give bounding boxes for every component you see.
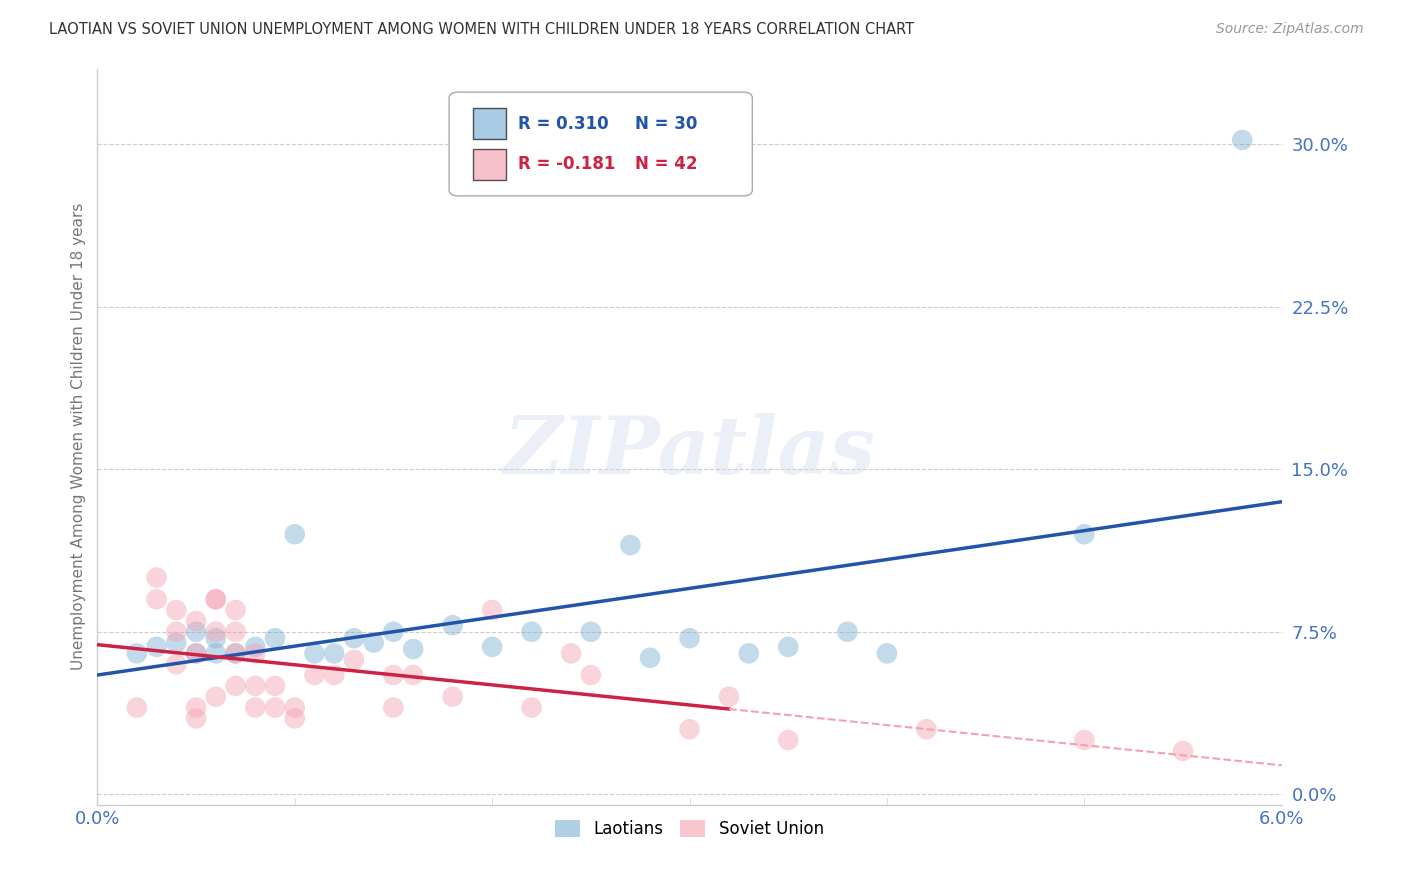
- Point: [145, 592, 167, 607]
- FancyBboxPatch shape: [472, 108, 506, 139]
- Point: [343, 631, 366, 645]
- Point: [264, 631, 287, 645]
- Point: [638, 650, 661, 665]
- Point: [718, 690, 741, 704]
- Point: [560, 646, 582, 660]
- FancyBboxPatch shape: [472, 149, 506, 179]
- Point: [204, 592, 226, 607]
- Point: [382, 624, 405, 639]
- Point: [382, 668, 405, 682]
- Y-axis label: Unemployment Among Women with Children Under 18 years: Unemployment Among Women with Children U…: [72, 203, 86, 671]
- Point: [363, 635, 385, 649]
- Point: [184, 646, 207, 660]
- Point: [1171, 744, 1194, 758]
- Point: [225, 603, 247, 617]
- Point: [204, 624, 226, 639]
- Text: R = -0.181: R = -0.181: [517, 155, 616, 173]
- Point: [382, 700, 405, 714]
- Point: [481, 603, 503, 617]
- Point: [678, 722, 700, 736]
- Point: [304, 668, 326, 682]
- Point: [225, 646, 247, 660]
- Point: [165, 657, 187, 672]
- Point: [876, 646, 898, 660]
- Point: [284, 700, 307, 714]
- Point: [1232, 133, 1254, 147]
- Point: [343, 653, 366, 667]
- Text: Source: ZipAtlas.com: Source: ZipAtlas.com: [1216, 22, 1364, 37]
- Point: [165, 624, 187, 639]
- Point: [184, 646, 207, 660]
- Point: [579, 668, 602, 682]
- Point: [678, 631, 700, 645]
- Point: [837, 624, 859, 639]
- Point: [225, 679, 247, 693]
- Point: [1073, 527, 1095, 541]
- Point: [125, 700, 148, 714]
- Point: [284, 711, 307, 725]
- Point: [245, 700, 267, 714]
- Point: [402, 668, 425, 682]
- Text: LAOTIAN VS SOVIET UNION UNEMPLOYMENT AMONG WOMEN WITH CHILDREN UNDER 18 YEARS CO: LAOTIAN VS SOVIET UNION UNEMPLOYMENT AMO…: [49, 22, 914, 37]
- Point: [304, 646, 326, 660]
- Point: [204, 646, 226, 660]
- FancyBboxPatch shape: [449, 92, 752, 196]
- Point: [520, 624, 543, 639]
- Text: ZIPatlas: ZIPatlas: [503, 413, 876, 491]
- Point: [184, 700, 207, 714]
- Point: [184, 614, 207, 628]
- Point: [1073, 733, 1095, 747]
- Point: [778, 640, 800, 654]
- Point: [264, 679, 287, 693]
- Point: [245, 640, 267, 654]
- Point: [738, 646, 761, 660]
- Point: [402, 642, 425, 657]
- Point: [165, 603, 187, 617]
- Point: [264, 700, 287, 714]
- Point: [225, 646, 247, 660]
- Point: [204, 690, 226, 704]
- Point: [579, 624, 602, 639]
- Point: [284, 527, 307, 541]
- Point: [184, 624, 207, 639]
- Point: [225, 624, 247, 639]
- Point: [125, 646, 148, 660]
- Point: [441, 618, 464, 632]
- Point: [778, 733, 800, 747]
- Point: [915, 722, 938, 736]
- Point: [184, 711, 207, 725]
- Text: R = 0.310: R = 0.310: [517, 115, 609, 133]
- Text: N = 42: N = 42: [636, 155, 697, 173]
- Point: [520, 700, 543, 714]
- Point: [145, 570, 167, 584]
- Point: [165, 635, 187, 649]
- Point: [245, 679, 267, 693]
- Point: [204, 631, 226, 645]
- Point: [323, 668, 346, 682]
- Text: N = 30: N = 30: [636, 115, 697, 133]
- Point: [619, 538, 641, 552]
- Point: [145, 640, 167, 654]
- Legend: Laotians, Soviet Union: Laotians, Soviet Union: [548, 813, 831, 845]
- Point: [245, 646, 267, 660]
- Point: [481, 640, 503, 654]
- Point: [323, 646, 346, 660]
- Point: [204, 592, 226, 607]
- Point: [441, 690, 464, 704]
